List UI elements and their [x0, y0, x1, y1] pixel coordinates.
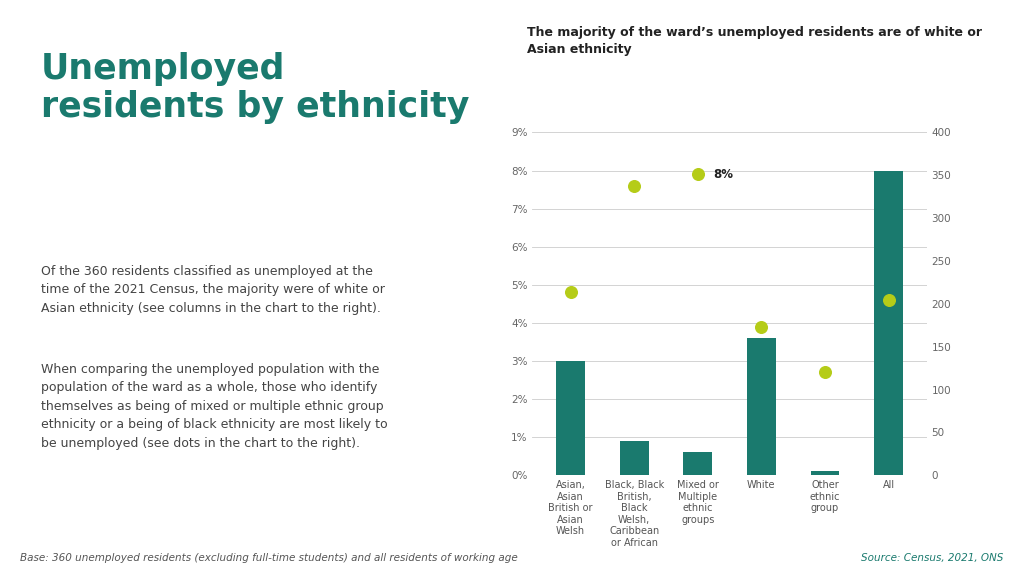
- Point: [817, 368, 834, 377]
- Text: Of the 360 residents classified as unemployed at the
time of the 2021 Census, th: Of the 360 residents classified as unemp…: [41, 265, 385, 315]
- Text: Source: Census, 2021, ONS: Source: Census, 2021, ONS: [861, 554, 1004, 563]
- Point: [689, 170, 706, 179]
- Point: [754, 322, 770, 331]
- Text: % of residents within each ethnic
group who are unemployed: % of residents within each ethnic group …: [503, 218, 523, 389]
- Point: [881, 295, 897, 305]
- Bar: [811, 471, 840, 475]
- Bar: [556, 361, 585, 475]
- Bar: [683, 452, 712, 475]
- Text: The majority of the ward’s unemployed residents are of white or
Asian ethnicity: The majority of the ward’s unemployed re…: [527, 26, 982, 56]
- Point: [626, 181, 642, 191]
- Text: Base: 360 unemployed residents (excluding full-time students) and all residents : Base: 360 unemployed residents (excludin…: [20, 554, 518, 563]
- Text: Number unemployed: Number unemployed: [1006, 251, 1014, 357]
- Bar: [874, 170, 903, 475]
- Text: Unemployed
residents by ethnicity: Unemployed residents by ethnicity: [41, 52, 469, 124]
- Bar: [620, 441, 648, 475]
- Text: 8%: 8%: [714, 168, 734, 181]
- Bar: [748, 338, 776, 475]
- Point: [562, 288, 579, 297]
- Text: When comparing the unemployed population with the
population of the ward as a wh: When comparing the unemployed population…: [41, 363, 388, 450]
